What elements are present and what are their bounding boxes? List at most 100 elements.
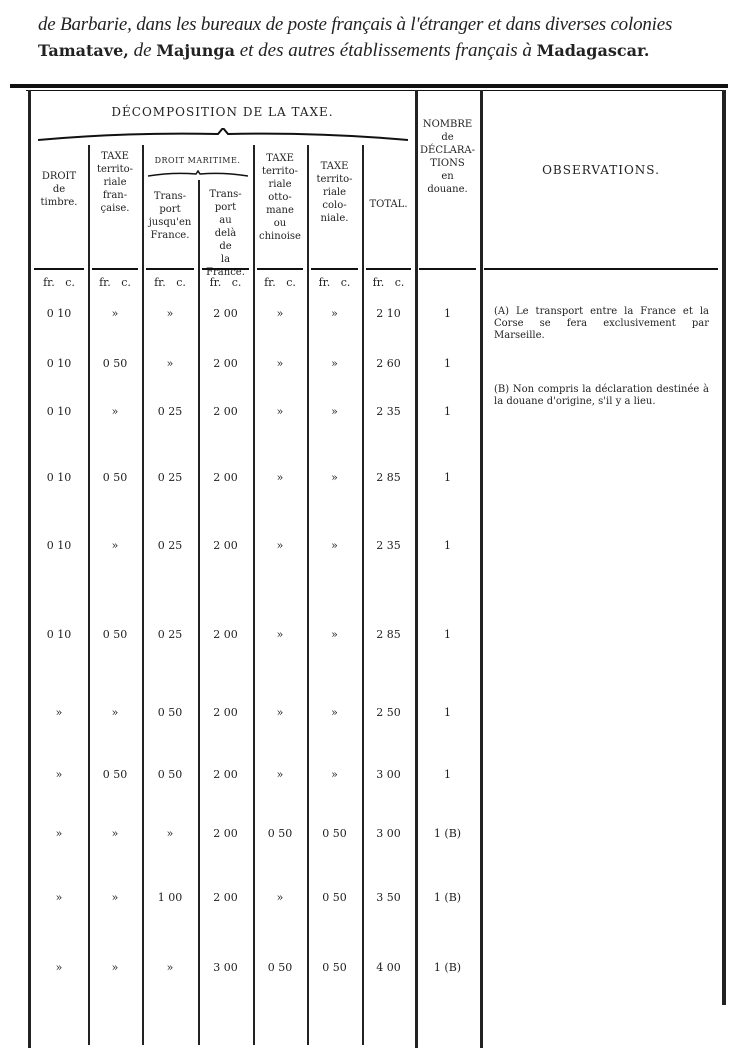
maritime-brace xyxy=(148,170,248,177)
table-cell: 1 xyxy=(444,307,451,320)
table-cell: 0 25 xyxy=(157,628,183,641)
header-rule xyxy=(366,268,411,270)
table-cell: 0 10 xyxy=(46,357,72,370)
column-header-2: Trans-port jusqu'en France. xyxy=(142,190,198,242)
group-brace xyxy=(38,128,408,141)
table-cell: 0 25 xyxy=(157,405,183,418)
column-header-3: Trans-port au delà de la France. xyxy=(198,188,253,279)
table-cell: » xyxy=(276,471,284,484)
column-header-4: TAXE territo-riale otto-mane ou chinoise xyxy=(253,152,307,243)
column-header-0: DROIT de timbre. xyxy=(30,170,88,209)
maritime-title: DROIT MARITIME. xyxy=(154,156,241,165)
table-cell: 0 10 xyxy=(46,628,72,641)
column-header-label: Trans-port jusqu'en France. xyxy=(148,191,192,241)
group-title: DÉCOMPOSITION DE LA TAXE. xyxy=(111,105,334,119)
table-cell: » xyxy=(55,768,63,781)
table-cell: 1 (B) xyxy=(433,961,462,974)
unit-label: fr. c. xyxy=(154,276,186,289)
table-cell: 4 00 xyxy=(376,961,401,974)
table-cell: 0 50 xyxy=(322,891,347,904)
table-cell: » xyxy=(111,891,119,904)
table-cell: » xyxy=(55,961,63,974)
column-divider xyxy=(415,90,418,1048)
table-cell: 2 00 xyxy=(213,768,238,781)
header-rule xyxy=(146,268,194,270)
table-cell: 0 50 xyxy=(322,827,347,840)
left-border xyxy=(28,90,31,1048)
column-header-8: OBSERVATIONS. xyxy=(480,164,722,177)
table-cell: 0 50 xyxy=(157,768,183,781)
table-cell: » xyxy=(331,405,338,418)
column-divider xyxy=(253,145,255,1045)
table-cell: 2 00 xyxy=(213,539,238,552)
table-cell: 1 xyxy=(444,471,451,484)
table-cell: » xyxy=(55,891,63,904)
column-header-1: TAXE territo-riale fran-çaise. xyxy=(88,150,142,215)
table-cell: 1 (B) xyxy=(433,827,462,840)
table-cell: » xyxy=(166,357,174,370)
unit-label: fr. c. xyxy=(99,276,131,289)
column-divider xyxy=(88,145,90,1045)
table-cell: 0 50 xyxy=(322,961,347,974)
table-cell: 3 50 xyxy=(376,891,401,904)
table-top-rule xyxy=(10,84,728,88)
header-rule xyxy=(202,268,249,270)
table-cell: 0 10 xyxy=(46,405,72,418)
observation-b: (B) Non compris la déclaration destinée … xyxy=(494,384,709,407)
column-divider xyxy=(307,145,309,1045)
table-cell: 0 50 xyxy=(102,357,128,370)
table-cell: » xyxy=(331,471,338,484)
table-cell: 2 50 xyxy=(376,706,401,719)
table-cell: 2 00 xyxy=(213,827,238,840)
unit-label: fr. c. xyxy=(264,276,296,289)
column-divider xyxy=(142,145,144,1045)
table-cell: 2 00 xyxy=(213,405,238,418)
table-cell: » xyxy=(111,539,119,552)
right-border xyxy=(722,90,726,1005)
table-cell: » xyxy=(111,706,119,719)
column-header-label: DROIT de timbre. xyxy=(40,171,78,208)
table-cell: 2 00 xyxy=(213,706,238,719)
column-divider xyxy=(198,180,200,1045)
observation-a: (A) Le transport entre la France et la C… xyxy=(494,306,709,341)
table-cell: 1 xyxy=(444,405,451,418)
table-cell: 2 00 xyxy=(213,628,238,641)
table-cell: 3 00 xyxy=(376,827,401,840)
heading-line-1: de Barbarie, dans les bureaux de poste f… xyxy=(38,14,673,35)
header-rule xyxy=(484,268,718,270)
column-divider xyxy=(480,90,483,1048)
table-cell: 1 xyxy=(444,768,451,781)
table-cell: 2 10 xyxy=(376,307,401,320)
table-cell: » xyxy=(331,307,338,320)
table-cell: » xyxy=(331,357,338,370)
header-rule xyxy=(419,268,476,270)
table-cell: 1 xyxy=(444,357,451,370)
table-cell: 2 60 xyxy=(376,357,401,370)
table-cell: 3 00 xyxy=(213,961,238,974)
header-rule xyxy=(34,268,84,270)
table-cell: » xyxy=(55,706,63,719)
table-cell: 2 00 xyxy=(213,307,238,320)
table-cell: » xyxy=(166,307,174,320)
header-rule xyxy=(311,268,358,270)
table-cell: 2 85 xyxy=(376,471,401,484)
column-header-label: TOTAL. xyxy=(369,199,408,210)
table-cell: 0 25 xyxy=(157,539,183,552)
table-cell: 2 00 xyxy=(213,891,238,904)
table-cell: » xyxy=(111,961,119,974)
table-cell: » xyxy=(276,539,284,552)
table-cell: » xyxy=(111,827,119,840)
text: de xyxy=(128,40,157,61)
table-cell: » xyxy=(111,307,119,320)
table-cell: » xyxy=(331,628,338,641)
column-header-label: NOMBRE de DÉCLARA-TIONS en douane. xyxy=(420,119,475,195)
table-cell: 0 50 xyxy=(267,961,293,974)
table-cell: 3 00 xyxy=(376,768,401,781)
place-majunga: Majunga xyxy=(156,41,235,60)
column-header-6: TOTAL. xyxy=(362,198,415,211)
table-cell: 0 10 xyxy=(46,539,72,552)
table-cell: 1 xyxy=(444,706,451,719)
table-cell: 0 25 xyxy=(157,471,183,484)
unit-label: fr. c. xyxy=(318,276,351,289)
table-cell: » xyxy=(331,706,338,719)
